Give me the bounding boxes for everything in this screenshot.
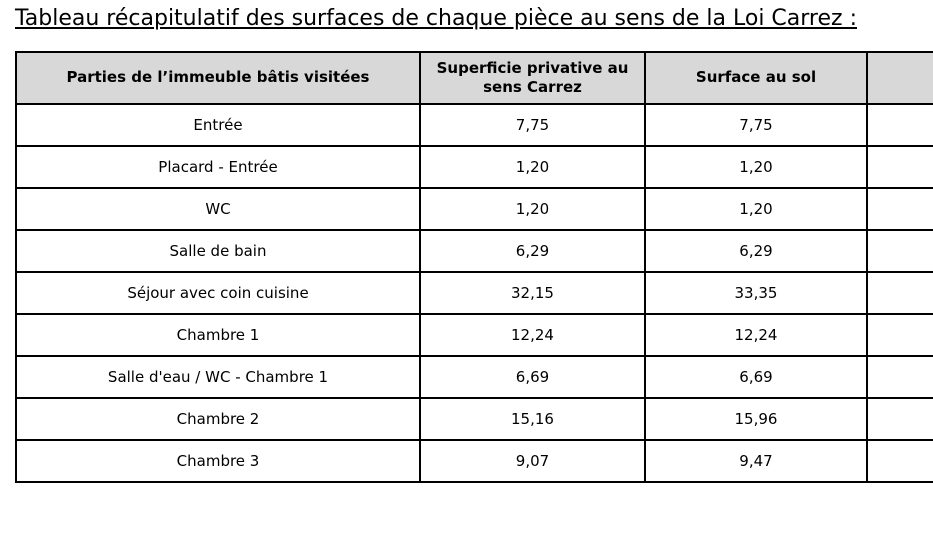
extra-cell xyxy=(866,354,933,399)
room-cell: Salle d'eau / WC - Chambre 1 xyxy=(15,354,421,399)
room-cell: Séjour avec coin cuisine xyxy=(15,270,421,315)
floor-area-cell: 1,20 xyxy=(644,186,868,231)
extra-cell xyxy=(866,228,933,273)
extra-cell xyxy=(866,144,933,189)
extra-cell xyxy=(866,312,933,357)
page-title: Tableau récapitulatif des surfaces de ch… xyxy=(15,6,857,31)
header-cell-carrez: Superficie privative au sens Carrez xyxy=(419,50,646,105)
surface-summary-table: Parties de l’immeuble bâtis visitées Sup… xyxy=(15,50,933,483)
floor-area-cell: 15,96 xyxy=(644,396,868,441)
room-cell: Salle de bain xyxy=(15,228,421,273)
carrez-cell: 15,16 xyxy=(419,396,646,441)
floor-area-cell: 6,29 xyxy=(644,228,868,273)
extra-cell xyxy=(866,186,933,231)
room-cell: Chambre 2 xyxy=(15,396,421,441)
carrez-cell: 6,29 xyxy=(419,228,646,273)
table-row: Entrée 7,75 7,75 xyxy=(15,102,933,147)
room-cell: WC xyxy=(15,186,421,231)
carrez-cell: 12,24 xyxy=(419,312,646,357)
header-row: Parties de l’immeuble bâtis visitées Sup… xyxy=(15,50,933,105)
room-cell: Chambre 3 xyxy=(15,438,421,483)
surface-table-container: Parties de l’immeuble bâtis visitées Sup… xyxy=(15,50,933,483)
extra-cell xyxy=(866,438,933,483)
header-cell-rooms: Parties de l’immeuble bâtis visitées xyxy=(15,50,421,105)
extra-cell xyxy=(866,102,933,147)
floor-area-cell: 7,75 xyxy=(644,102,868,147)
table-row: Chambre 1 12,24 12,24 xyxy=(15,312,933,357)
table-row: Chambre 2 15,16 15,96 xyxy=(15,396,933,441)
extra-cell xyxy=(866,270,933,315)
carrez-cell: 1,20 xyxy=(419,144,646,189)
floor-area-cell: 9,47 xyxy=(644,438,868,483)
table-row: Chambre 3 9,07 9,47 xyxy=(15,438,933,483)
table-row: Salle de bain 6,29 6,29 xyxy=(15,228,933,273)
table-row: WC 1,20 1,20 xyxy=(15,186,933,231)
table-body: Entrée 7,75 7,75 Placard - Entrée 1,20 1… xyxy=(15,102,933,483)
document-page: Tableau récapitulatif des surfaces de ch… xyxy=(15,6,933,483)
floor-area-cell: 33,35 xyxy=(644,270,868,315)
carrez-cell: 9,07 xyxy=(419,438,646,483)
room-cell: Chambre 1 xyxy=(15,312,421,357)
table-row: Salle d'eau / WC - Chambre 1 6,69 6,69 xyxy=(15,354,933,399)
header-cell-extra xyxy=(866,50,933,105)
extra-cell xyxy=(866,396,933,441)
carrez-cell: 32,15 xyxy=(419,270,646,315)
table-row: Séjour avec coin cuisine 32,15 33,35 xyxy=(15,270,933,315)
floor-area-cell: 12,24 xyxy=(644,312,868,357)
carrez-cell: 1,20 xyxy=(419,186,646,231)
floor-area-cell: 6,69 xyxy=(644,354,868,399)
carrez-cell: 6,69 xyxy=(419,354,646,399)
room-cell: Entrée xyxy=(15,102,421,147)
table-row: Placard - Entrée 1,20 1,20 xyxy=(15,144,933,189)
carrez-cell: 7,75 xyxy=(419,102,646,147)
header-cell-floor-area: Surface au sol xyxy=(644,50,868,105)
floor-area-cell: 1,20 xyxy=(644,144,868,189)
room-cell: Placard - Entrée xyxy=(15,144,421,189)
